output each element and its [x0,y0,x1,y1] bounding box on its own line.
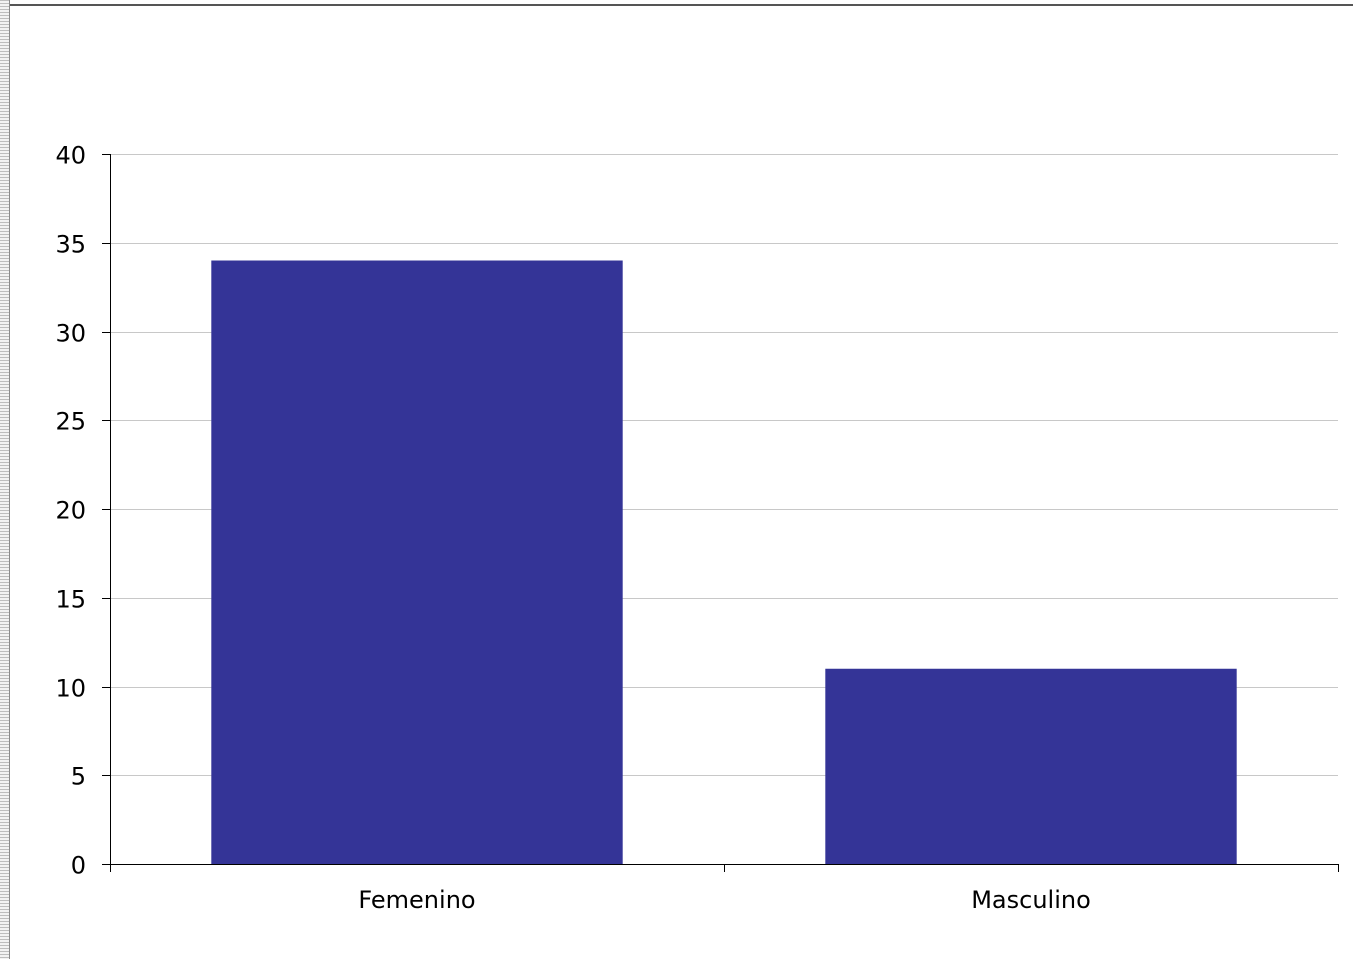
y-tick-label-40: 40 [55,142,86,170]
bar-masculino [825,668,1237,864]
y-axis-ticks: 0 5 10 15 20 25 30 35 40 [55,142,110,880]
y-tick-label-30: 30 [55,320,86,348]
y-tick-label-20: 20 [55,497,86,525]
x-tick-label-masculino: Masculino [971,886,1091,914]
y-tick-label-10: 10 [55,675,86,703]
x-tick-label-femenino: Femenino [358,886,475,914]
x-axis-ticks: Femenino Masculino [110,864,1339,914]
frame-left-border [0,0,10,959]
bars [211,260,1237,864]
y-tick-label-35: 35 [55,231,86,259]
y-tick-label-15: 15 [55,586,86,614]
y-tick-label-5: 5 [71,763,86,791]
bar-femenino [211,260,623,864]
y-tick-label-0: 0 [71,852,86,880]
frame-top-border [10,4,1353,6]
y-tick-label-25: 25 [55,408,86,436]
